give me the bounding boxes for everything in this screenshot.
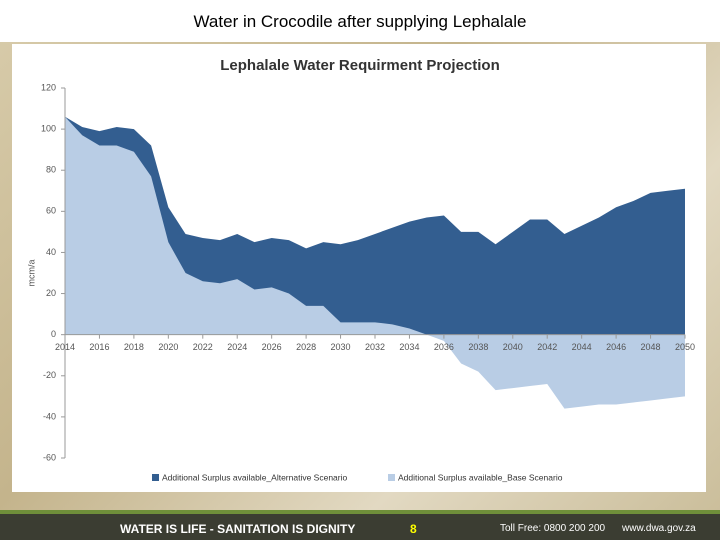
- x-tick-label: 2030: [331, 342, 351, 352]
- y-tick-label: 20: [46, 288, 56, 298]
- x-tick-label: 2018: [124, 342, 144, 352]
- x-tick-label: 2036: [434, 342, 454, 352]
- footer-phone: Toll Free: 0800 200 200: [500, 523, 606, 534]
- legend-swatch: [388, 474, 395, 481]
- y-tick-label: 40: [46, 247, 56, 257]
- x-tick-label: 2022: [193, 342, 213, 352]
- x-tick-label: 2050: [675, 342, 695, 352]
- x-tick-label: 2016: [89, 342, 109, 352]
- x-tick-label: 2040: [503, 342, 523, 352]
- legend-label: Additional Surplus available_Alternative…: [162, 472, 347, 482]
- page-number: 8: [410, 522, 417, 536]
- x-tick-label: 2042: [537, 342, 557, 352]
- x-tick-label: 2026: [262, 342, 282, 352]
- y-tick-label: -60: [43, 452, 56, 462]
- x-tick-label: 2024: [227, 342, 247, 352]
- x-tick-label: 2014: [55, 342, 75, 352]
- y-tick-label: 60: [46, 206, 56, 216]
- x-tick-label: 2020: [158, 342, 178, 352]
- x-tick-label: 2034: [399, 342, 419, 352]
- y-tick-label: 0: [51, 329, 56, 339]
- y-tick-label: 80: [46, 165, 56, 175]
- footer-motto: WATER IS LIFE - SANITATION IS DIGNITY: [120, 522, 356, 536]
- x-tick-label: 2048: [641, 342, 661, 352]
- x-tick-label: 2032: [365, 342, 385, 352]
- chart-title: Lephalale Water Requirment Projection: [220, 57, 500, 74]
- y-tick-label: 120: [41, 82, 56, 92]
- area: [65, 116, 685, 335]
- footer-web: www.dwa.gov.za: [622, 523, 696, 534]
- area: [65, 116, 685, 409]
- slide-title: Water in Crocodile after supplying Lepha…: [193, 12, 527, 31]
- y-tick-label: 100: [41, 123, 56, 133]
- footer: WATER IS LIFE - SANITATION IS DIGNITY 8 …: [0, 510, 720, 540]
- title-bar: [0, 0, 720, 42]
- x-tick-label: 2046: [606, 342, 626, 352]
- legend-swatch: [152, 474, 159, 481]
- x-tick-label: 2028: [296, 342, 316, 352]
- y-tick-label: -40: [43, 411, 56, 421]
- y-axis-label: mcm/a: [26, 260, 36, 287]
- x-tick-label: 2044: [572, 342, 592, 352]
- x-tick-label: 2038: [468, 342, 488, 352]
- legend-label: Additional Surplus available_Base Scenar…: [398, 472, 563, 482]
- y-tick-label: -20: [43, 370, 56, 380]
